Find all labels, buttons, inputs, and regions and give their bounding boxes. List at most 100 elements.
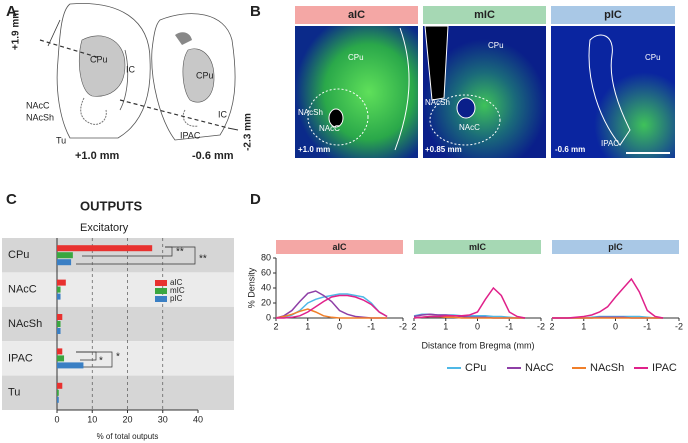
- y-tick-label: 20: [261, 297, 271, 307]
- significance: *: [116, 352, 120, 363]
- region-label: CPu: [90, 54, 108, 64]
- x-tick-label: -2: [537, 321, 545, 331]
- header-title: mIC: [474, 9, 495, 21]
- line: [413, 286, 526, 319]
- y-tick-label: NAcC: [8, 284, 37, 296]
- panel-label: B: [250, 3, 261, 20]
- region-label: NAcC: [319, 124, 340, 133]
- region-label: CPu: [488, 41, 504, 50]
- x-tick-label: 1: [305, 321, 310, 331]
- x-axis-label: Distance from Bregma (mm): [421, 340, 534, 350]
- x-tick-label: 40: [193, 414, 203, 424]
- legend-swatch: [155, 280, 167, 286]
- bar: [57, 328, 61, 334]
- x-tick-label: 1: [581, 321, 586, 331]
- atlas-right: [39, 13, 239, 141]
- significance: **: [176, 247, 184, 258]
- y-tick-label: CPu: [8, 249, 29, 261]
- line: [275, 308, 388, 319]
- x-tick-label: 2: [411, 321, 416, 331]
- chart-title: aIC: [332, 242, 347, 252]
- region-label: CPu: [348, 53, 364, 62]
- region-label: NAcSh: [425, 98, 450, 107]
- legend-label: NAcC: [525, 362, 554, 374]
- region-label: IPAC: [601, 139, 619, 148]
- level-label: +0.85 mm: [425, 145, 462, 154]
- x-tick-label: 0: [337, 321, 342, 331]
- bar: [57, 286, 61, 293]
- region-label: NAcC: [459, 123, 480, 132]
- x-tick-label: 0: [613, 321, 618, 331]
- scale-label: -2.3 mm: [243, 113, 254, 151]
- legend-label: mIC: [170, 286, 185, 295]
- panel-label: C: [6, 191, 17, 208]
- bar: [57, 348, 63, 355]
- x-tick-label: 1: [443, 321, 448, 331]
- header-title: aIC: [348, 9, 365, 21]
- y-tick-label: IPAC: [8, 352, 33, 364]
- bar: [57, 362, 84, 369]
- atlas-left: [47, 3, 151, 139]
- bar: [57, 279, 66, 286]
- header: [551, 6, 675, 24]
- header-title: pIC: [604, 9, 622, 21]
- x-tick-label: 0: [54, 414, 59, 424]
- bar: [57, 355, 65, 362]
- significance: *: [99, 356, 103, 367]
- level-label: +1.0 mm: [298, 145, 330, 154]
- bar: [57, 382, 63, 389]
- level-label: -0.6 mm: [192, 150, 234, 162]
- region-label: NAcC: [26, 100, 50, 110]
- x-tick-label: 2: [549, 321, 554, 331]
- legend-label: IPAC: [652, 362, 677, 374]
- region-label: Tu: [56, 135, 66, 145]
- x-tick-label: -1: [367, 321, 375, 331]
- bar: [57, 321, 61, 327]
- x-tick-label: -2: [675, 321, 683, 331]
- header: [552, 240, 679, 254]
- level-label: -0.6 mm: [555, 145, 585, 154]
- chart-subtitle: Excitatory: [80, 222, 129, 234]
- x-tick-label: 0: [475, 321, 480, 331]
- y-tick-label: NAcSh: [8, 318, 42, 330]
- row-band: [2, 272, 234, 307]
- x-tick-label: 10: [87, 414, 97, 424]
- y-tick-label: 80: [261, 252, 271, 262]
- y-axis-label: % Density: [246, 267, 256, 308]
- bar: [57, 259, 72, 266]
- row-band: [2, 341, 234, 376]
- scale-label: +1.9 mm: [11, 10, 22, 50]
- x-tick-label: 2: [273, 321, 278, 331]
- header: [423, 6, 546, 24]
- header: [295, 6, 418, 24]
- region-label: IPAC: [180, 130, 201, 140]
- region-label: IC: [126, 64, 136, 74]
- region-label: IC: [218, 109, 228, 119]
- panel-label: D: [250, 191, 261, 208]
- chart-title: pIC: [608, 242, 623, 252]
- y-tick-label: 0: [266, 312, 271, 322]
- y-tick-label: 60: [261, 267, 271, 277]
- legend-swatch: [155, 296, 167, 302]
- x-tick-label: -2: [399, 321, 407, 331]
- y-tick-label: 40: [261, 282, 271, 292]
- line: [276, 294, 388, 319]
- bar: [57, 389, 59, 396]
- x-tick-label: -1: [505, 321, 513, 331]
- header: [276, 240, 403, 254]
- x-tick-label: 20: [122, 414, 132, 424]
- bar: [57, 314, 63, 320]
- significance: **: [199, 254, 207, 265]
- x-axis-label: % of total outputs: [97, 432, 159, 441]
- region-label: CPu: [645, 53, 661, 62]
- panel-label: A: [6, 3, 17, 20]
- bar: [57, 293, 61, 300]
- row-band: [2, 306, 234, 342]
- legend-swatch: [155, 288, 167, 294]
- level-label: +1.0 mm: [75, 150, 120, 162]
- legend-label: pIC: [170, 294, 183, 303]
- significance-brackets: [76, 246, 196, 368]
- chart-title: OUTPUTS: [80, 198, 142, 213]
- header: [414, 240, 541, 254]
